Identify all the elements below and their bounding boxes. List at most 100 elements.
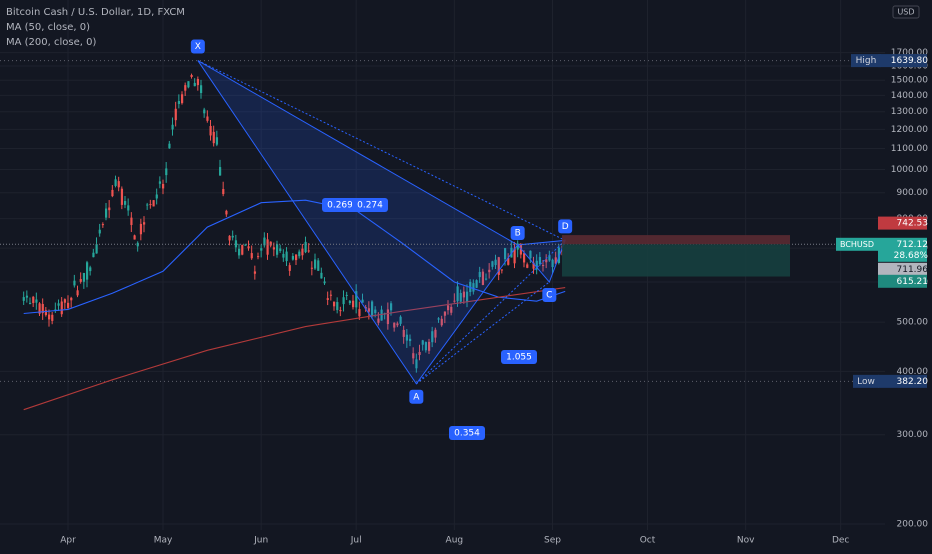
candle-body xyxy=(288,265,291,271)
candle-body xyxy=(228,235,231,241)
candle-body xyxy=(510,247,513,258)
candle-body xyxy=(336,302,339,311)
candle-body xyxy=(307,250,310,252)
y-tick-label: 900.00 xyxy=(897,188,929,198)
last-price-bg xyxy=(878,237,927,251)
ratio-xad-bg xyxy=(352,198,388,212)
candle-body xyxy=(32,296,35,304)
candle-body xyxy=(29,302,32,304)
candle-body xyxy=(203,109,206,114)
legend-title: Bitcoin Cash / U.S. Dollar, 1D, FXCM xyxy=(6,7,185,18)
x-tick-label: Oct xyxy=(640,536,656,546)
candle-body xyxy=(149,204,152,206)
pattern-point-b: B xyxy=(515,228,521,238)
candle-body xyxy=(377,318,380,323)
candle-body xyxy=(222,188,225,195)
crosshair-price-bg xyxy=(878,262,927,276)
candle-body xyxy=(421,340,424,345)
candle-body xyxy=(168,143,171,149)
candle-body xyxy=(60,301,63,315)
pattern-point-x-bg xyxy=(190,39,205,54)
candle-body xyxy=(405,334,409,341)
candle-body xyxy=(165,168,168,176)
candle-body xyxy=(367,308,371,312)
candle-body xyxy=(526,264,529,268)
candle-body xyxy=(89,267,92,272)
candle-body xyxy=(554,257,557,264)
candle-body xyxy=(494,259,497,266)
candle-body xyxy=(253,271,257,274)
candle-body xyxy=(304,241,307,253)
y-tick-label: 1400.00 xyxy=(891,91,928,101)
candle-body xyxy=(279,248,282,252)
candle-body xyxy=(105,208,108,218)
pattern-line-xd xyxy=(197,60,566,241)
candle-body xyxy=(127,205,130,211)
candle-body xyxy=(295,254,298,261)
y-tick-label: 1700.00 xyxy=(891,48,928,58)
pattern-point-d-bg xyxy=(558,219,573,234)
candle-body xyxy=(390,303,393,311)
candle-body xyxy=(269,241,272,246)
candle-body xyxy=(488,269,491,273)
candle-body xyxy=(355,291,358,308)
candle-body xyxy=(79,279,82,282)
pattern-point-a: A xyxy=(413,392,420,402)
x-tick-label: Dec xyxy=(832,536,849,546)
y-tick-label: 200.00 xyxy=(897,520,929,530)
candle-body xyxy=(111,189,114,197)
candle-body xyxy=(453,300,456,302)
candle-body xyxy=(22,297,25,301)
candle-body xyxy=(272,247,276,250)
candle-body xyxy=(298,251,301,257)
x-tick-label: Aug xyxy=(446,536,464,546)
candle-body xyxy=(443,311,447,316)
candle-body xyxy=(266,239,269,255)
candle-body xyxy=(428,341,431,351)
candle-body xyxy=(542,265,545,267)
high-label: High xyxy=(856,56,877,66)
symbol-label-bg xyxy=(836,237,878,251)
candle-body xyxy=(181,94,184,104)
low-label-bg xyxy=(853,374,879,388)
last-price: 712.12 xyxy=(897,240,929,250)
candle-body xyxy=(345,294,348,296)
candle-body xyxy=(532,262,535,269)
stop-price-bg xyxy=(878,216,927,230)
candle-body xyxy=(225,210,228,215)
candle-body xyxy=(219,167,222,176)
candle-body xyxy=(450,306,453,313)
y-tick-label: 500.00 xyxy=(897,318,929,328)
candle-body xyxy=(136,242,139,247)
candle-body xyxy=(529,250,532,259)
candle-body xyxy=(177,100,181,104)
candle-body xyxy=(143,222,146,225)
x-tick-label: Nov xyxy=(737,536,755,546)
candle-body xyxy=(70,297,73,301)
candle-body xyxy=(485,278,488,280)
candle-body xyxy=(472,283,475,292)
crosshair-price: 711.96 xyxy=(897,265,929,275)
candle-body xyxy=(247,246,250,249)
candle-body xyxy=(317,260,320,271)
candle-body xyxy=(310,267,314,269)
candle-body xyxy=(162,183,165,189)
target-price: 615.21 xyxy=(897,277,929,287)
candle-body xyxy=(67,302,70,308)
candle-body xyxy=(538,257,542,265)
chart-legend: Bitcoin Cash / U.S. Dollar, 1D, FXCM MA … xyxy=(6,5,185,50)
x-tick-label: Apr xyxy=(60,536,76,546)
high-label-bg xyxy=(851,54,881,68)
candle-body xyxy=(257,256,260,258)
x-tick-label: Jul xyxy=(350,536,362,546)
candle-body xyxy=(263,237,266,246)
candle-body xyxy=(374,309,377,314)
candle-body xyxy=(459,292,462,302)
ma200-line xyxy=(23,287,566,411)
candle-body xyxy=(82,272,86,282)
candle-body xyxy=(504,248,507,260)
candle-body xyxy=(108,207,111,211)
ratio-bcd-bg xyxy=(501,350,537,364)
